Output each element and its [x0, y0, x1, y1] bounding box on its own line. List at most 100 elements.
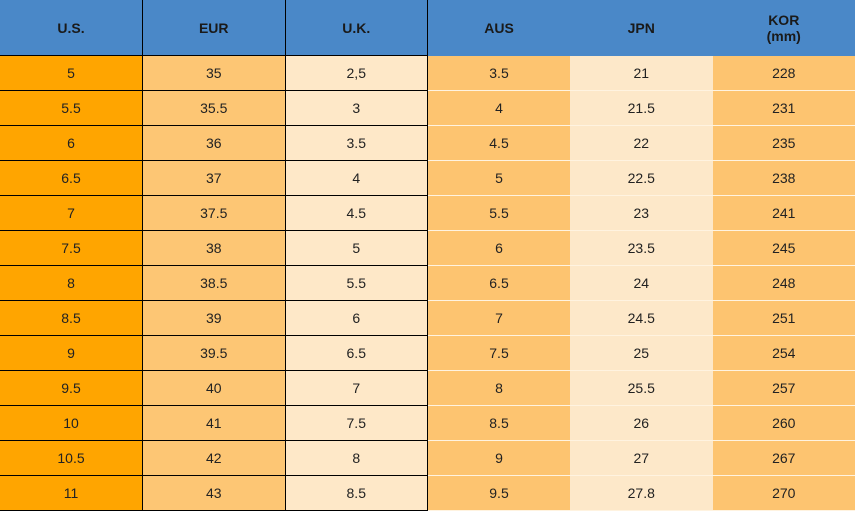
table-cell: 36	[142, 125, 286, 161]
table-cell: 39.5	[142, 335, 286, 371]
table-cell: 6	[0, 125, 143, 161]
column-header: EUR	[142, 0, 286, 56]
table-cell: 245	[712, 230, 855, 266]
table-cell: 35.5	[142, 90, 286, 126]
table-cell: 4.5	[284, 195, 428, 231]
table-cell: 41	[142, 405, 286, 441]
column-header: U.S.	[0, 0, 143, 56]
table-cell: 22.5	[570, 160, 713, 196]
table-cell: 8	[427, 370, 570, 406]
table-cell: 21	[570, 55, 713, 91]
table-cell: 21.5	[570, 90, 713, 126]
table-cell: 26	[570, 405, 713, 441]
table-cell: 7.5	[427, 335, 570, 371]
table-cell: 9	[0, 335, 143, 371]
table-cell: 39	[142, 300, 286, 336]
table-row: 6 36 3.5 4.5 22 235	[0, 125, 855, 161]
table-cell: 25.5	[570, 370, 713, 406]
table-cell: 10	[0, 405, 143, 441]
table-cell: 270	[712, 475, 855, 511]
table-cell: 5	[0, 55, 143, 91]
table-cell: 37.5	[142, 195, 286, 231]
table-row: 10.5 42 8 9 27 267	[0, 440, 855, 476]
table-row: 5.5 35.5 3 4 21.5 231	[0, 90, 855, 126]
table-cell: 267	[712, 440, 855, 476]
table-row: 8 38.5 5.5 6.5 24 248	[0, 265, 855, 301]
table-cell: 23.5	[570, 230, 713, 266]
table-cell: 5	[284, 230, 428, 266]
table-cell: 43	[142, 475, 286, 511]
table-cell: 8.5	[0, 300, 143, 336]
table-cell: 260	[712, 405, 855, 441]
table-cell: 3.5	[284, 125, 428, 161]
table-cell: 248	[712, 265, 855, 301]
table-cell: 27.8	[570, 475, 713, 511]
table-row: 9 39.5 6.5 7.5 25 254	[0, 335, 855, 371]
table-cell: 37	[142, 160, 286, 196]
table-cell: 8	[284, 440, 428, 476]
table-cell: 4	[284, 160, 428, 196]
table-row: 8.5 39 6 7 24.5 251	[0, 300, 855, 336]
table-cell: 2,5	[284, 55, 428, 91]
table-row: 9.5 40 7 8 25.5 257	[0, 370, 855, 406]
table-cell: 238	[712, 160, 855, 196]
header-row: U.S. EUR U.K. AUS JPN KOR (mm)	[0, 0, 855, 56]
table-cell: 27	[570, 440, 713, 476]
column-header: U.K.	[284, 0, 428, 56]
table-cell: 8.5	[427, 405, 570, 441]
table-cell: 254	[712, 335, 855, 371]
table-cell: 231	[712, 90, 855, 126]
table-cell: 42	[142, 440, 286, 476]
table-cell: 11	[0, 475, 143, 511]
table-cell: 6	[427, 230, 570, 266]
table-cell: 38	[142, 230, 286, 266]
table-cell: 6.5	[427, 265, 570, 301]
table-cell: 7.5	[0, 230, 143, 266]
table-cell: 8	[0, 265, 143, 301]
column-header: AUS	[427, 0, 570, 56]
table-cell: 228	[712, 55, 855, 91]
table-cell: 235	[712, 125, 855, 161]
table-cell: 40	[142, 370, 286, 406]
table-cell: 22	[570, 125, 713, 161]
table-cell: 9.5	[0, 370, 143, 406]
table-cell: 6.5	[0, 160, 143, 196]
table-cell: 7.5	[284, 405, 428, 441]
table-cell: 251	[712, 300, 855, 336]
column-header: JPN	[570, 0, 713, 56]
table-cell: 23	[570, 195, 713, 231]
table-cell: 38.5	[142, 265, 286, 301]
table-cell: 5.5	[427, 195, 570, 231]
table-cell: 5.5	[284, 265, 428, 301]
table-row: 11 43 8.5 9.5 27.8 270	[0, 475, 855, 511]
table-cell: 7	[427, 300, 570, 336]
table-cell: 7	[0, 195, 143, 231]
table-header: U.S. EUR U.K. AUS JPN KOR (mm)	[0, 0, 855, 56]
table-cell: 9.5	[427, 475, 570, 511]
table-cell: 5.5	[0, 90, 143, 126]
table-cell: 3.5	[427, 55, 570, 91]
table-cell: 24.5	[570, 300, 713, 336]
table-row: 7 37.5 4.5 5.5 23 241	[0, 195, 855, 231]
table-cell: 4	[427, 90, 570, 126]
table-cell: 9	[427, 440, 570, 476]
column-header: KOR (mm)	[712, 0, 855, 56]
table-cell: 7	[284, 370, 428, 406]
table-cell: 5	[427, 160, 570, 196]
table-row: 7.5 38 5 6 23.5 245	[0, 230, 855, 266]
table-cell: 3	[284, 90, 428, 126]
table-cell: 257	[712, 370, 855, 406]
table-cell: 6	[284, 300, 428, 336]
table-row: 6.5 37 4 5 22.5 238	[0, 160, 855, 196]
table-cell: 10.5	[0, 440, 143, 476]
table-cell: 25	[570, 335, 713, 371]
table-cell: 6.5	[284, 335, 428, 371]
table-body: 5 35 2,5 3.5 21 228 5.5 35.5 3 4 21.5 231 6 36 3.5 4.5 2…	[0, 55, 855, 511]
table-cell: 241	[712, 195, 855, 231]
table-cell: 8.5	[284, 475, 428, 511]
table-cell: 4.5	[427, 125, 570, 161]
table-row: 10 41 7.5 8.5 26 260	[0, 405, 855, 441]
table-cell: 35	[142, 55, 286, 91]
